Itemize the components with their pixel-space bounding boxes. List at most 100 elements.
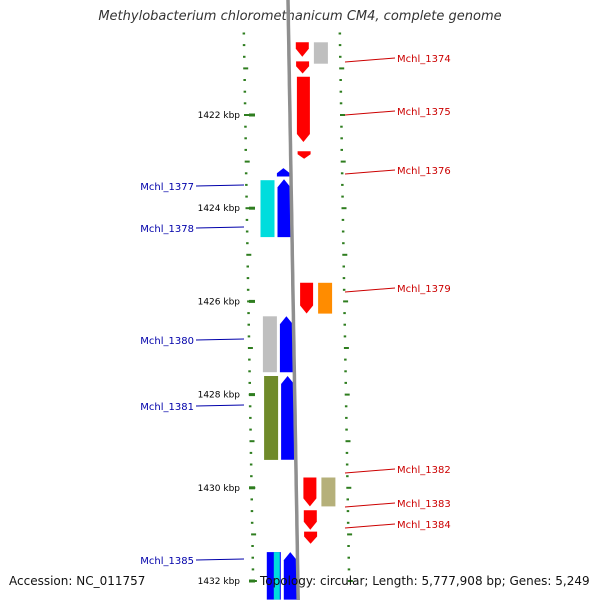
tick-left: [251, 545, 254, 547]
tick-right: [344, 393, 350, 396]
tick-right: [346, 498, 349, 501]
scale-tick: [249, 113, 255, 117]
tick-left: [245, 230, 249, 233]
tick-left: [248, 358, 251, 361]
tick-left: [248, 405, 252, 408]
gene-label[interactable]: Mchl_1379: [397, 284, 451, 295]
gene-label[interactable]: Mchl_1378: [140, 224, 194, 235]
tick-right: [339, 79, 342, 81]
tick-left: [247, 347, 253, 349]
tick-right: [338, 32, 342, 35]
gene-label[interactable]: Mchl_1381: [140, 402, 194, 413]
gene-label[interactable]: Mchl_1382: [397, 465, 451, 476]
tick-right: [343, 323, 346, 326]
tick-left: [250, 521, 254, 524]
gene-label[interactable]: Mchl_1375: [397, 107, 451, 118]
gene-arrows: [276, 42, 318, 600]
map-title: Methylobacterium chloromethanicum CM4, c…: [98, 9, 502, 24]
tick-left: [244, 148, 247, 151]
gene-arrow[interactable]: [304, 531, 318, 544]
tick-right: [340, 172, 344, 175]
tick-left: [244, 160, 250, 163]
gene-arrow[interactable]: [300, 282, 314, 314]
gene-label[interactable]: Mchl_1384: [397, 520, 451, 531]
tick-right: [345, 440, 351, 443]
tick-left: [244, 137, 247, 140]
tick-right: [347, 533, 353, 536]
gene-label[interactable]: Mchl_1374: [397, 54, 451, 65]
tick-left: [246, 277, 250, 280]
gene-label[interactable]: Mchl_1385: [140, 556, 194, 567]
tick-left: [244, 125, 247, 128]
tick-left: [245, 218, 249, 221]
tick-right: [342, 253, 348, 256]
tick-left: [249, 440, 255, 443]
tick-right: [340, 137, 343, 140]
label-leader: [344, 169, 396, 175]
tick-left: [243, 102, 247, 105]
tick-right: [343, 347, 349, 349]
tick-right: [343, 335, 347, 338]
tick-left: [250, 510, 254, 513]
tick-left: [246, 253, 252, 256]
tick-right: [341, 207, 347, 210]
genome-backbone: [286, 0, 300, 600]
tick-right: [341, 230, 345, 233]
scale-label: 1430 kbp: [198, 484, 241, 494]
gene-arrow[interactable]: [296, 76, 310, 142]
gene-arrow[interactable]: [281, 376, 295, 460]
gene-arrow[interactable]: [277, 179, 291, 238]
tick-right: [341, 183, 344, 186]
label-leader: [344, 502, 396, 508]
gene-arrow[interactable]: [303, 477, 317, 507]
gene-label[interactable]: Mchl_1376: [397, 166, 451, 177]
tick-right: [343, 300, 349, 303]
gene-arrow[interactable]: [283, 552, 297, 600]
tick-right: [347, 556, 350, 559]
gene-arrow[interactable]: [296, 61, 310, 74]
tick-right: [347, 545, 350, 547]
label-leader: [344, 287, 396, 293]
tick-right: [340, 125, 343, 128]
tick-left: [243, 79, 246, 81]
tick-right: [340, 160, 346, 163]
gene-arrow[interactable]: [297, 151, 311, 159]
feature-block: [260, 180, 275, 238]
gene-arrow[interactable]: [295, 42, 309, 57]
tick-right: [342, 277, 346, 280]
tick-left: [247, 335, 251, 338]
tick-right: [346, 521, 350, 524]
gene-arrow[interactable]: [276, 168, 290, 177]
gene-label[interactable]: Mchl_1380: [140, 336, 194, 347]
tick-right: [343, 312, 346, 315]
tick-right: [340, 148, 343, 151]
label-leader: [195, 184, 245, 187]
gene-arrow[interactable]: [279, 316, 293, 373]
label-leader: [344, 468, 396, 474]
label-leader: [195, 226, 245, 229]
tick-left: [247, 323, 250, 326]
tick-left: [245, 195, 248, 198]
scale-label: 1432 kbp: [198, 577, 241, 587]
tick-left: [242, 32, 246, 35]
scale-tick: [249, 486, 255, 490]
tick-left: [243, 55, 246, 58]
feature-tracks: [260, 42, 336, 600]
tick-left: [244, 172, 248, 175]
tick-right: [344, 358, 347, 361]
gene-label[interactable]: Mchl_1383: [397, 499, 451, 510]
feature-block: [313, 42, 328, 64]
tick-right: [346, 510, 350, 513]
tick-right: [345, 428, 348, 431]
gene-arrow[interactable]: [303, 510, 317, 530]
tick-left: [247, 312, 250, 315]
label-leader: [195, 558, 245, 561]
gene-label[interactable]: Mchl_1377: [140, 182, 194, 193]
label-leader: [344, 110, 396, 116]
feature-block: [318, 282, 333, 314]
tick-left: [243, 90, 247, 93]
scale-label: 1428 kbp: [198, 391, 241, 401]
tick-right: [346, 486, 352, 489]
label-leader: [195, 404, 245, 407]
tick-right: [338, 44, 342, 47]
